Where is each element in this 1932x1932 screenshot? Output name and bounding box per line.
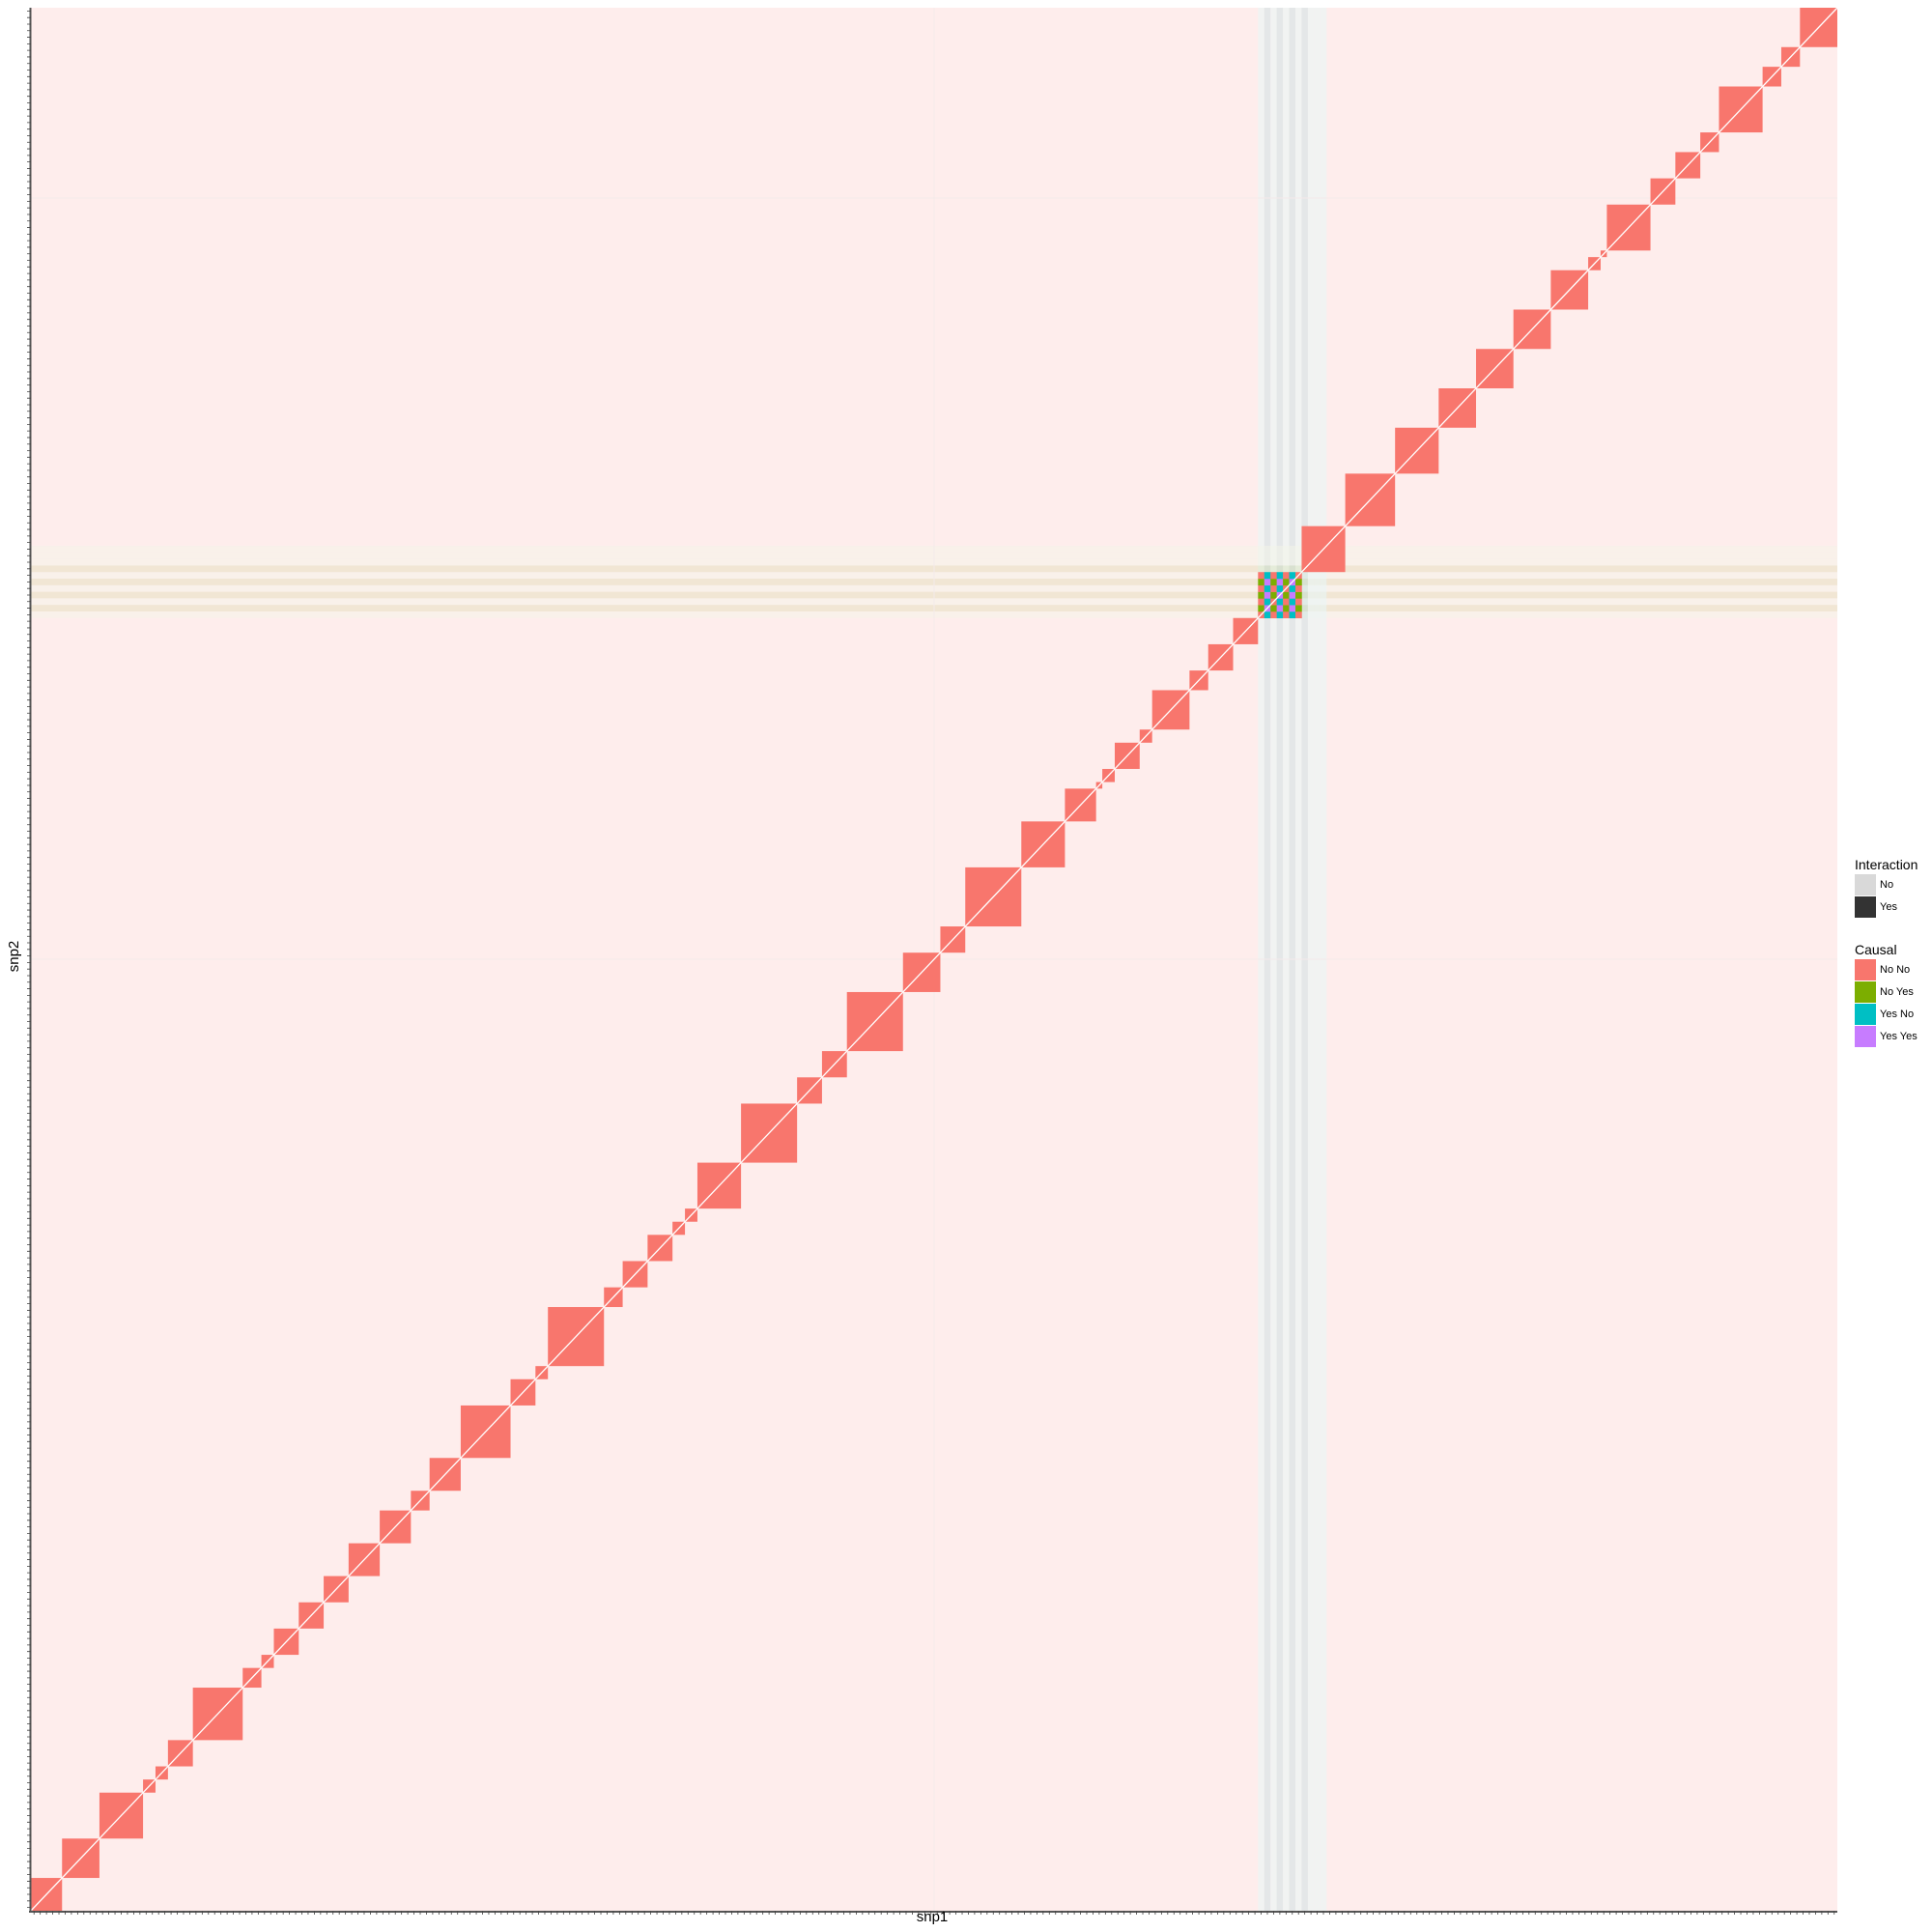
causal-cell [1276, 611, 1284, 619]
causal-cell [1295, 584, 1302, 592]
causal-legend-item-yes-no: Yes No [1855, 1003, 1930, 1025]
causal-cell [1289, 584, 1296, 592]
causal-no-yes-label: No Yes [1880, 985, 1914, 998]
causal-cell [1270, 584, 1277, 592]
causal-cell [1258, 591, 1265, 599]
x-axis-ticks [33, 1911, 1835, 1915]
causal-cell [1276, 584, 1284, 592]
x-axis-title: snp1 [917, 1909, 949, 1925]
interaction-legend-item-no: No [1855, 873, 1930, 895]
causal-cell [1270, 579, 1277, 586]
causal-cell [1289, 598, 1296, 606]
causal-cell [1264, 584, 1271, 592]
causal-no-no-label: No No [1880, 963, 1911, 976]
causal-legend-item-no-no: No No [1855, 958, 1930, 980]
causal-cell [1295, 579, 1302, 586]
causal-legend-title: Causal [1855, 942, 1897, 957]
y-axis-title: snp2 [6, 941, 22, 973]
causal-cell [1283, 591, 1290, 599]
axes [27, 8, 1837, 1915]
causal-cell [1295, 591, 1302, 599]
causal-cell [1264, 572, 1271, 580]
causal-yes-yes-swatch [1855, 1025, 1876, 1047]
causal-cell [1276, 579, 1284, 586]
causal-cell [1270, 611, 1277, 619]
causal-cell [1258, 579, 1265, 586]
causal-cell [1283, 579, 1290, 586]
causal-cell [1270, 605, 1277, 612]
causal-cell [1283, 605, 1290, 612]
causal-cell [1276, 572, 1284, 580]
diagonal-line [30, 7, 1838, 1912]
causal-cell [1276, 598, 1284, 606]
causal-cell [1276, 605, 1284, 612]
interaction-yes-swatch [1855, 895, 1876, 918]
interaction-no-label: No [1880, 878, 1894, 891]
causal-cell [1295, 611, 1302, 619]
causal-legend-item-yes-yes: Yes Yes [1855, 1025, 1930, 1047]
causal-yes-yes-label: Yes Yes [1880, 1030, 1918, 1042]
causal-cell [1283, 598, 1290, 606]
interaction-no-swatch [1855, 873, 1876, 895]
causal-cell [1295, 598, 1302, 606]
causal-cell [1264, 579, 1271, 586]
causal-yes-no-label: Yes No [1880, 1008, 1915, 1020]
interaction-legend-item-yes: Yes [1855, 895, 1930, 918]
causal-yes-no-swatch [1855, 1003, 1876, 1025]
causal-cell [1289, 572, 1296, 580]
causal-cell [1264, 611, 1271, 619]
causal-cell [1289, 611, 1296, 619]
causal-cell [1258, 572, 1265, 580]
interaction-yes-label: Yes [1880, 900, 1897, 913]
y-axis-ticks [27, 11, 31, 1908]
legend: Interaction No Yes Causal No No No Yes Y… [1855, 856, 1930, 1047]
causal-cell [1283, 611, 1290, 619]
causal-cell [1258, 605, 1265, 612]
causal-cell [1289, 591, 1296, 599]
causal-legend-item-no-yes: No Yes [1855, 980, 1930, 1003]
causal-cell [1270, 572, 1277, 580]
causal-cell [1258, 598, 1265, 606]
causal-cell [1295, 605, 1302, 612]
causal-cell [1264, 598, 1271, 606]
interaction-legend-title: Interaction [1855, 857, 1918, 872]
diagonal [30, 7, 1838, 1912]
causal-cell [1289, 605, 1296, 612]
causal-cell [1270, 591, 1277, 599]
causal-no-no-swatch [1855, 958, 1876, 980]
causal-cell [1283, 572, 1290, 580]
causal-cell [1264, 591, 1271, 599]
causal-no-yes-swatch [1855, 980, 1876, 1003]
causal-cell [1258, 584, 1265, 592]
